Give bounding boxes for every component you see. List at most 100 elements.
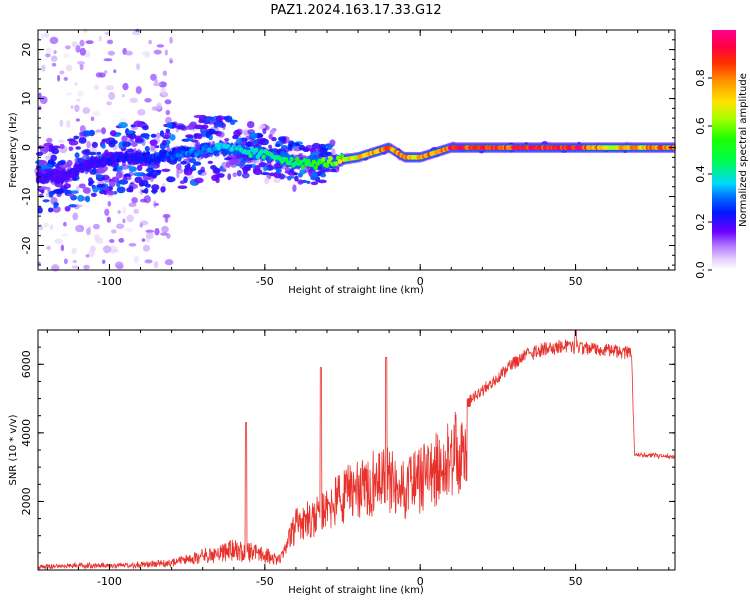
spectrogram-band-blob [88, 181, 93, 187]
spectrogram-band-blob [260, 137, 267, 143]
spectrogram-noise-blob [90, 116, 95, 122]
spectrogram-noise-blob [125, 227, 133, 232]
spectrogram-ridge-layer [35, 139, 676, 186]
spectrogram-band-blob [154, 145, 160, 149]
spectrogram-noise-blob [65, 64, 73, 72]
spectrogram-noise-blob [164, 49, 168, 56]
spectrogram-noise-blob [161, 225, 169, 233]
spectrogram-noise-blob [156, 44, 165, 48]
spectrogram-ridge-cell [324, 163, 330, 169]
spectrogram-band-blob [48, 207, 54, 213]
spectrogram-band-blob [151, 184, 160, 191]
spectrogram-noise-blob [142, 244, 151, 252]
spectrogram-y-axis-label: Frequency (Hz) [8, 112, 19, 188]
spectrogram-band-blob [39, 193, 44, 198]
y-tick-label: 4000 [20, 419, 33, 447]
spectrogram-noise-blob [83, 264, 90, 270]
spectrogram-noise-blob [43, 32, 50, 38]
colorbar-tick-label: 0.4 [694, 165, 707, 183]
spectrogram-band-blob [131, 141, 138, 148]
spectrogram-noise-blob [92, 111, 101, 116]
spectrogram-ridge-cell [142, 152, 147, 158]
spectrogram-band-blob [179, 180, 186, 185]
spectrogram-band-blob [38, 160, 48, 166]
spectrogram-noise-blob [95, 72, 103, 78]
spectrogram-noise-blob [40, 32, 45, 41]
spectrogram-noise-blob [164, 215, 169, 224]
spectrogram-ridge-cell [160, 157, 166, 163]
spectrogram-band-blob [64, 206, 71, 212]
spectrogram-noise-blob [176, 170, 180, 179]
spectrogram-ridge-cell [136, 152, 141, 157]
spectrogram-band-blob [311, 151, 320, 156]
spectrogram-band-blob [161, 168, 171, 172]
spectrogram-band-blob [286, 175, 295, 179]
spectrogram-band-blob [63, 189, 73, 195]
spectrogram-noise-blob [107, 50, 115, 56]
spectrogram-noise-blob [158, 81, 167, 88]
spectrogram-ridge-cell [302, 157, 307, 163]
spectrogram-noise-blob [85, 254, 90, 258]
spectrogram-ridge-cell [50, 176, 56, 182]
y-tick-label: 2000 [20, 487, 33, 515]
spectrogram-band-blob [166, 176, 176, 183]
spectrogram-noise-blob [105, 85, 115, 91]
spectrogram-band-blob [312, 171, 318, 177]
spectrogram-band-blob [180, 160, 188, 165]
spectrogram-band-blob [275, 143, 281, 148]
spectrogram-band-blob [231, 158, 241, 164]
spectrogram-noise-blob [102, 259, 106, 264]
spectrogram-noise-blob [154, 228, 160, 236]
spectrogram-band-blob [109, 130, 117, 137]
spectrogram-noise-blob [136, 63, 141, 71]
spectrogram-noise-blob [154, 203, 160, 206]
spectrogram-noise-blob [111, 229, 117, 234]
spectrogram-noise-blob [63, 258, 68, 265]
spectrogram-noise-blob [214, 155, 220, 160]
spectrogram-noise-blob [93, 84, 100, 91]
spectrogram-band-blob [194, 177, 204, 184]
spectrogram-noise-blob [82, 107, 91, 114]
spectrogram-ridge-cell [199, 149, 205, 155]
spectrogram-band-blob [37, 206, 43, 214]
spectrogram-band-blob [133, 120, 143, 128]
spectrogram-band-blob [145, 167, 155, 173]
x-tick-label: 50 [569, 575, 583, 588]
spectrogram-noise-blob [103, 70, 108, 74]
spectrogram-noise-blob [140, 198, 147, 203]
spectrogram-ridge-cell [171, 153, 177, 159]
spectrogram-ridge-cell [129, 158, 134, 164]
spectrogram-noise-blob [57, 139, 65, 144]
spectrogram-noise-blob [76, 185, 80, 192]
spectrogram-noise-blob [292, 184, 297, 192]
spectrogram-noise-blob [46, 137, 53, 143]
spectrogram-noise-blob [75, 118, 80, 122]
spectrogram-band-blob [161, 139, 167, 147]
spectrogram-noise-blob [145, 229, 154, 233]
spectrogram-ridge-cell [334, 161, 339, 166]
spectrogram-noise-blob [59, 70, 65, 75]
spectrogram-band-blob [204, 117, 214, 122]
spectrogram-band-blob [185, 134, 194, 139]
spectrogram-noise-blob [107, 201, 112, 207]
spectrogram-noise-blob [133, 256, 139, 264]
spectrogram-noise-blob [77, 90, 84, 98]
spectrogram-noise-blob [227, 173, 232, 181]
colorbar-ticks: 0.0 0.2 0.4 0.6 0.8 [694, 69, 712, 279]
spectrogram-band-blob [151, 189, 158, 193]
spectrogram-band-blob [53, 201, 58, 209]
spectrogram-band-blob [78, 137, 87, 144]
spectrogram-ridge-cell [289, 156, 294, 162]
spectrogram-band-blob [322, 148, 328, 154]
spectrogram-band-blob [292, 172, 299, 176]
spectrogram-ridge-cell [298, 159, 304, 165]
spectrogram-frame [37, 29, 676, 271]
spectrogram-noise-blob [113, 69, 117, 73]
spectrogram-noise-blob [108, 91, 116, 100]
spectrogram-noise-blob [74, 82, 78, 86]
spectrogram-ridge-cell [89, 163, 95, 169]
spectrogram-band-blob [108, 140, 116, 148]
spectrogram-band-blob [82, 187, 91, 194]
spectrogram-band-blob [211, 174, 220, 181]
spectrogram-band-blob [91, 141, 98, 148]
